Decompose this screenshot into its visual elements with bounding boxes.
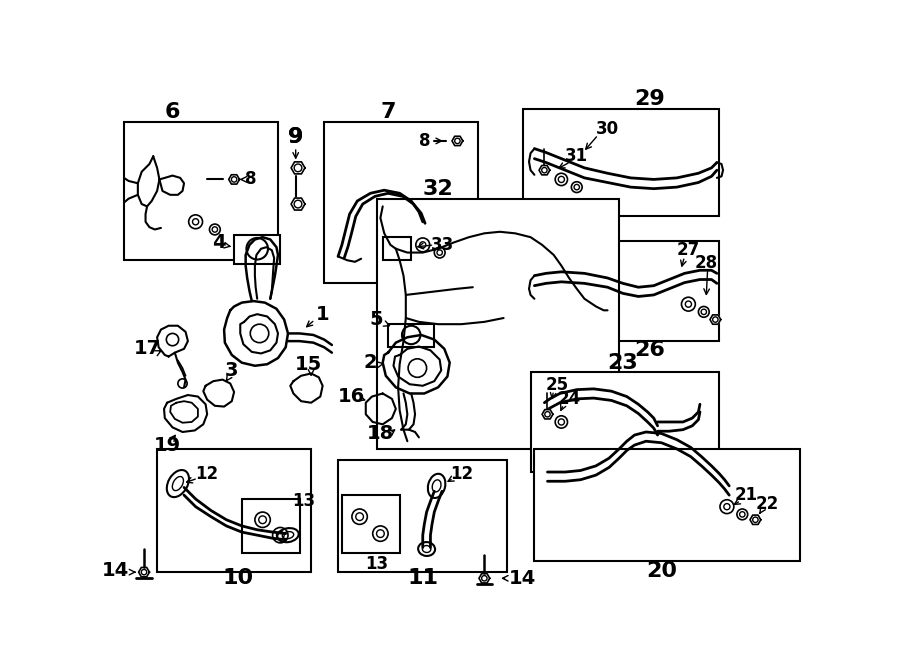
Text: 15: 15 — [295, 355, 322, 373]
Polygon shape — [539, 165, 550, 175]
Text: 11: 11 — [407, 568, 438, 588]
Text: 28: 28 — [695, 254, 717, 272]
Text: 33: 33 — [430, 236, 454, 254]
Text: 31: 31 — [565, 147, 589, 165]
Bar — [388, 324, 435, 347]
Text: 22: 22 — [756, 495, 779, 514]
Text: 12: 12 — [450, 465, 472, 483]
Bar — [242, 499, 300, 553]
Bar — [523, 241, 719, 341]
Text: 14: 14 — [102, 561, 129, 580]
Text: 23: 23 — [608, 353, 638, 373]
Bar — [376, 199, 619, 449]
Text: 10: 10 — [222, 568, 254, 588]
Text: 14: 14 — [509, 568, 536, 588]
Text: 5: 5 — [370, 310, 383, 329]
Text: 17: 17 — [133, 339, 161, 358]
Bar — [342, 495, 400, 553]
Polygon shape — [479, 574, 490, 583]
Text: 12: 12 — [195, 465, 219, 483]
Text: 4: 4 — [212, 233, 226, 252]
Text: 29: 29 — [634, 89, 665, 108]
Text: 20: 20 — [646, 561, 677, 580]
Text: 32: 32 — [423, 178, 454, 199]
Text: 26: 26 — [634, 340, 665, 360]
Text: 2: 2 — [364, 353, 377, 372]
Polygon shape — [229, 175, 239, 184]
Polygon shape — [291, 162, 305, 174]
Bar — [324, 122, 478, 284]
Text: 9: 9 — [288, 127, 303, 147]
Text: 16: 16 — [338, 387, 365, 406]
Text: 8: 8 — [246, 171, 256, 188]
Polygon shape — [452, 136, 463, 145]
Bar — [535, 449, 800, 561]
Text: 18: 18 — [367, 424, 394, 443]
Bar — [382, 237, 411, 260]
Polygon shape — [710, 315, 721, 325]
Text: 19: 19 — [154, 436, 181, 455]
Polygon shape — [542, 410, 553, 419]
Text: 8: 8 — [418, 132, 430, 150]
Bar — [338, 461, 508, 572]
Polygon shape — [750, 515, 760, 524]
Text: 24: 24 — [557, 390, 580, 408]
Bar — [523, 108, 719, 216]
Bar — [124, 122, 278, 260]
Polygon shape — [291, 198, 305, 210]
Bar — [530, 372, 719, 472]
Text: 13: 13 — [365, 555, 388, 574]
Polygon shape — [139, 567, 149, 577]
Text: 27: 27 — [677, 241, 700, 259]
Bar — [234, 235, 280, 264]
Text: 7: 7 — [381, 102, 396, 122]
Text: 21: 21 — [734, 486, 758, 504]
Text: 25: 25 — [545, 376, 568, 394]
Text: 1: 1 — [316, 305, 329, 324]
Bar — [158, 449, 311, 572]
Text: 13: 13 — [292, 492, 315, 510]
Text: 9: 9 — [288, 127, 303, 147]
Text: 6: 6 — [165, 102, 180, 122]
Text: 30: 30 — [596, 120, 619, 138]
Text: 3: 3 — [225, 361, 238, 380]
